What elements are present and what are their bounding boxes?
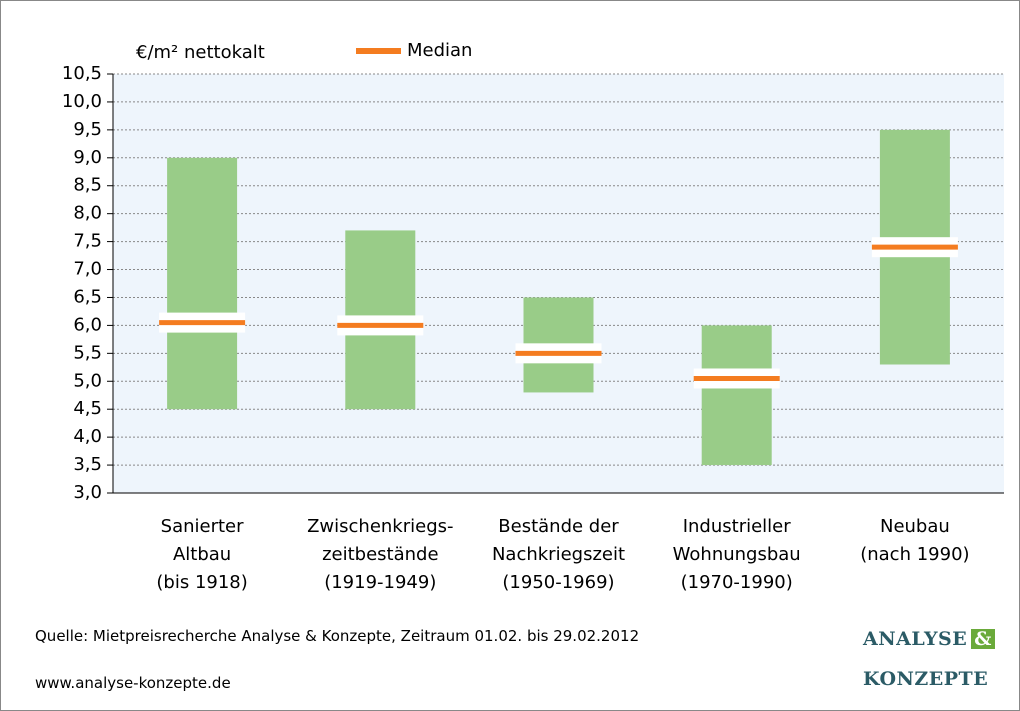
y-tick-label: 3,5 bbox=[73, 454, 102, 475]
y-tick-label: 10,0 bbox=[62, 91, 102, 112]
y-tick-label: 6,0 bbox=[73, 314, 102, 335]
x-tick-label: Industrieller Wohnungsbau (1970-1990) bbox=[672, 516, 801, 593]
x-tick-label: Sanierter Altbau (bis 1918) bbox=[156, 516, 248, 593]
y-tick-label: 8,0 bbox=[73, 203, 102, 224]
y-axis-label: €/m² nettokalt bbox=[136, 42, 265, 63]
range-bar bbox=[701, 325, 772, 466]
y-tick-label: 9,0 bbox=[73, 147, 102, 168]
y-tick-label: 6,5 bbox=[73, 286, 102, 307]
y-tick-label: 8,5 bbox=[73, 175, 102, 196]
y-tick-label: 9,5 bbox=[73, 119, 102, 140]
range-bar bbox=[167, 157, 238, 410]
plot-area bbox=[113, 74, 1004, 493]
legend-label: Median bbox=[407, 40, 472, 61]
logo-word: ANALYSE bbox=[863, 628, 968, 650]
x-tick-label: Neubau (nach 1990) bbox=[860, 516, 970, 565]
y-tick-label: 3,0 bbox=[73, 482, 102, 503]
y-tick-label: 4,5 bbox=[73, 398, 102, 419]
x-tick-label: Bestände der Nachkriegszeit (1950-1969) bbox=[491, 516, 626, 593]
logo-amp: & bbox=[971, 629, 995, 649]
y-tick-label: 7,5 bbox=[73, 231, 102, 252]
y-tick-label: 7,0 bbox=[73, 259, 102, 280]
y-tick-label: 10,5 bbox=[62, 63, 102, 84]
y-tick-label: 4,0 bbox=[73, 426, 102, 447]
y-tick-label: 5,5 bbox=[73, 342, 102, 363]
website: www.analyse-konzepte.de bbox=[35, 674, 231, 692]
logo-word: KONZEPTE bbox=[863, 668, 989, 690]
y-tick-label: 5,0 bbox=[73, 370, 102, 391]
x-tick-label: Zwischenkriegs- zeitbestände (1919-1949) bbox=[307, 516, 454, 593]
logo: ANALYSE & bbox=[863, 628, 995, 650]
source: Quelle: Mietpreisrecherche Analyse & Kon… bbox=[35, 627, 640, 645]
